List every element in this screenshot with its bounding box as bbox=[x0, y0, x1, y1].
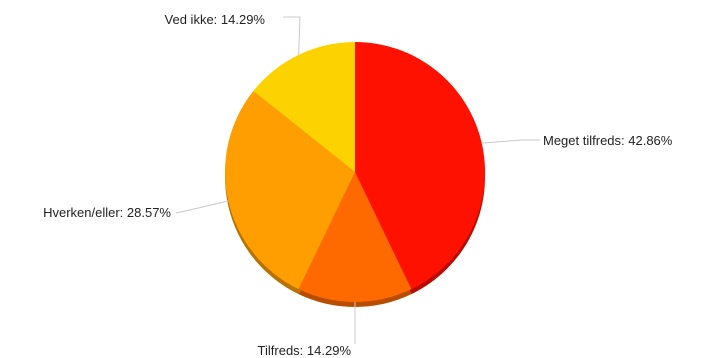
pie-slices bbox=[224, 42, 486, 303]
slice-label-3: Ved ikke: 14.29% bbox=[165, 12, 266, 27]
pie-slice-meget-tilfreds bbox=[355, 42, 486, 290]
pie-slice-tilfreds bbox=[298, 172, 412, 303]
pie-slice-ved-ikke bbox=[253, 42, 355, 172]
leader-lines bbox=[175, 16, 540, 344]
slice-label-2: Hverken/eller: 28.57% bbox=[43, 205, 171, 220]
leader-line-2 bbox=[175, 200, 229, 214]
slice-labels: Meget tilfreds: 42.86% Tilfreds: 14.29% Hv… bbox=[43, 12, 673, 358]
slice-label-0: Meget tilfreds: 42.86% bbox=[543, 133, 673, 148]
leader-line-3 bbox=[283, 16, 301, 55]
leader-line-0 bbox=[481, 139, 540, 144]
slice-label-1: Tilfreds: 14.29% bbox=[258, 343, 352, 358]
pie-slice-hverken-eller bbox=[224, 90, 355, 290]
